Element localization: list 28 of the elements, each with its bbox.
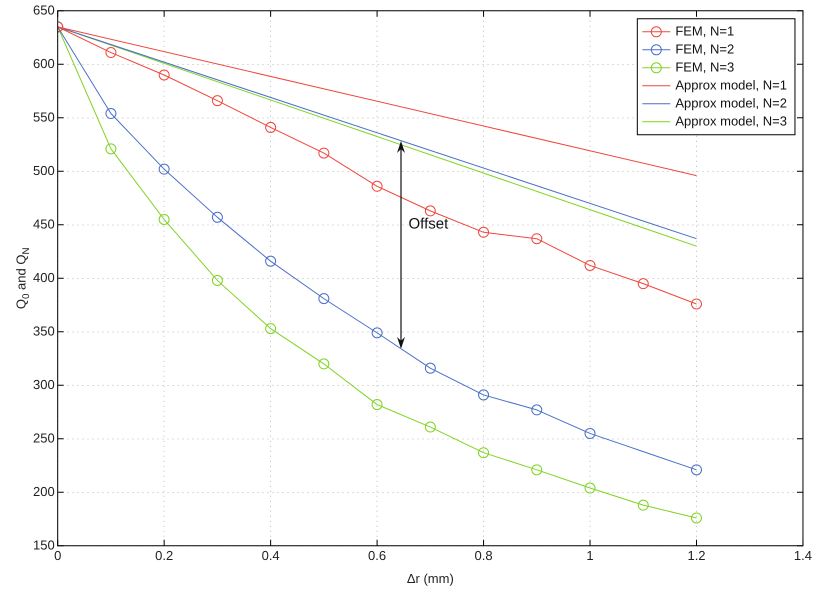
x-tick-label: 0 xyxy=(54,548,62,564)
y-tick-label: 200 xyxy=(32,484,55,499)
annotation: Offset xyxy=(408,216,450,233)
x-tick-label: 0.4 xyxy=(262,548,280,564)
y-tick-label: 150 xyxy=(32,537,55,552)
x-tick-label: 1.4 xyxy=(794,548,812,564)
legend-label: FEM, N=3 xyxy=(675,59,734,74)
x-tick-label: 0.2 xyxy=(155,548,174,564)
y-tick-label: 400 xyxy=(32,270,55,285)
y-tick-label: 300 xyxy=(32,376,55,392)
x-tick-label: 0.6 xyxy=(368,548,386,564)
y-tick-label: 550 xyxy=(32,109,55,124)
x-tick-label: 1.2 xyxy=(687,548,706,564)
legend-label: Approx model, N=3 xyxy=(675,113,787,128)
x-axis-title: Δr (mm) xyxy=(406,570,454,586)
legend-label: FEM, N=2 xyxy=(675,41,734,56)
x-tick-label: 1 xyxy=(586,548,594,564)
y-tick-label: 450 xyxy=(32,216,55,232)
x-tick-label: 0.8 xyxy=(474,548,493,564)
legend-label: Approx model, N=1 xyxy=(675,77,787,92)
y-axis-title: Q0 and QN xyxy=(14,247,32,310)
y-tick-label: 600 xyxy=(32,56,55,71)
y-tick-label: 250 xyxy=(32,430,55,446)
y-tick-label: 650 xyxy=(32,2,55,18)
y-tick-label: 350 xyxy=(32,323,55,338)
legend-label: FEM, N=1 xyxy=(675,23,734,38)
y-tick-label: 500 xyxy=(32,162,55,178)
legend-label: Approx model, N=2 xyxy=(675,95,787,110)
